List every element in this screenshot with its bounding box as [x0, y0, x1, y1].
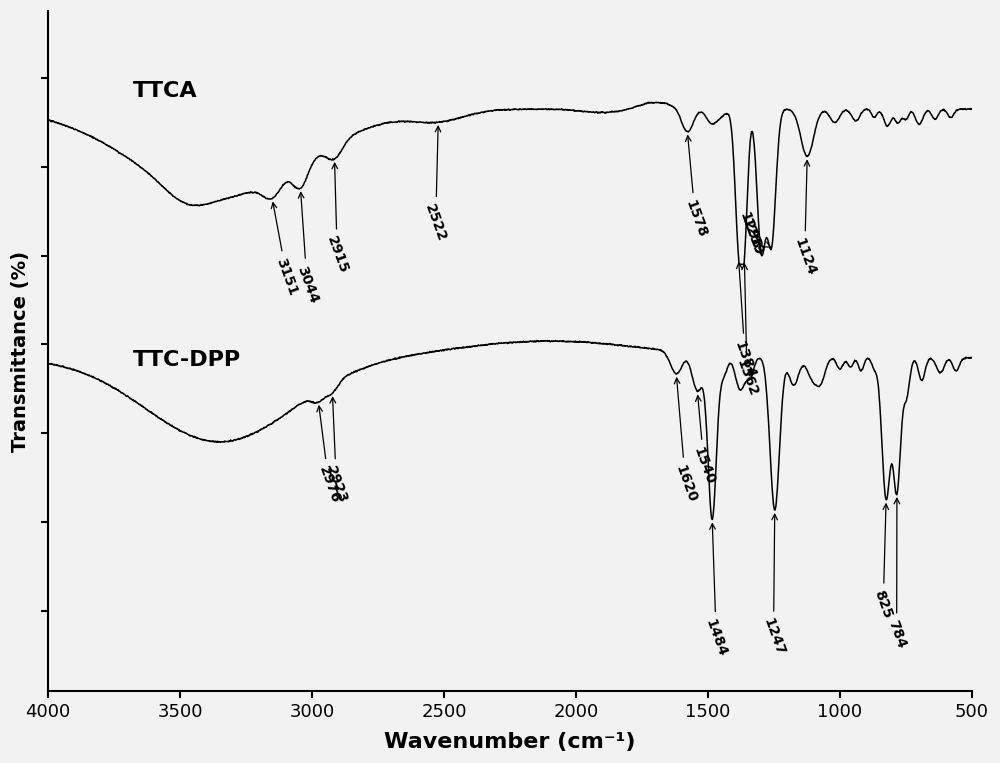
Text: 3151: 3151: [271, 203, 300, 298]
Text: 1259: 1259: [739, 217, 771, 258]
Text: TTCA: TTCA: [133, 81, 197, 101]
Text: 1298: 1298: [736, 210, 763, 254]
Text: 1247: 1247: [760, 514, 787, 658]
Text: 825: 825: [872, 504, 895, 621]
Text: 1620: 1620: [672, 378, 699, 504]
X-axis label: Wavenumber (cm⁻¹): Wavenumber (cm⁻¹): [384, 732, 636, 752]
Text: 3044: 3044: [294, 192, 320, 305]
Text: 1578: 1578: [682, 136, 709, 240]
Y-axis label: Transmittance (%): Transmittance (%): [11, 250, 30, 452]
Text: 1384: 1384: [732, 263, 758, 380]
Text: TTC-DPP: TTC-DPP: [133, 350, 241, 370]
Text: 2915: 2915: [324, 163, 350, 276]
Text: 2976: 2976: [316, 406, 342, 505]
Text: 1124: 1124: [791, 160, 818, 278]
Text: 2923: 2923: [323, 398, 350, 506]
Text: 1484: 1484: [703, 523, 729, 658]
Text: 1362: 1362: [734, 264, 760, 399]
Text: 784: 784: [885, 498, 908, 651]
Text: 1540: 1540: [691, 396, 717, 486]
Text: 2522: 2522: [422, 127, 449, 243]
